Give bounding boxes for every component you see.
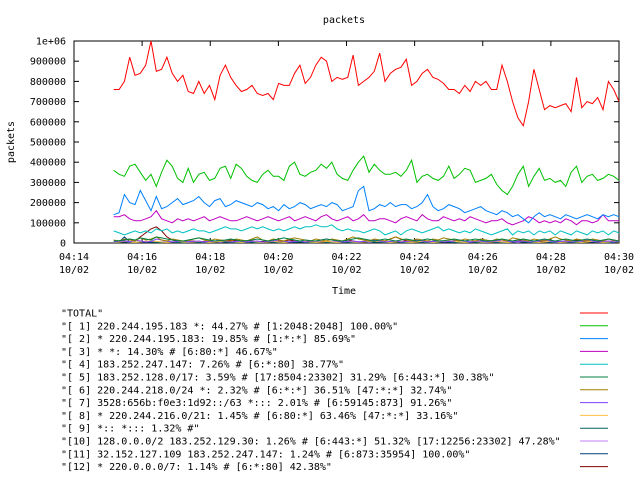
x-tick-label-time: 04:22 — [331, 252, 361, 263]
x-tick-label-time: 04:14 — [59, 252, 89, 263]
x-tick-label-date: 10/02 — [331, 265, 361, 276]
y-tick-label: 900000 — [30, 57, 66, 68]
legend-label-3: "[ 3] * *: 14.30% # [6:80:*] 46.67%" — [61, 347, 278, 358]
legend-label-12: "[12] * 220.0.0.0/7: 1.14% # [6:*:80] 42… — [61, 462, 332, 473]
y-tick-label: 1e+06 — [36, 37, 66, 48]
legend-label-9: "[ 9] *:: *::: 1.32% #" — [61, 424, 199, 435]
x-tick-label-time: 04:24 — [400, 252, 430, 263]
legend-label-11: "[11] 32.152.127.109 183.252.247.147: 1.… — [61, 449, 470, 460]
y-tick-label: 0 — [60, 239, 66, 250]
y-tick-label: 500000 — [30, 138, 66, 149]
series-line-3 — [113, 209, 619, 226]
series-line-0 — [113, 40, 620, 128]
x-tick-label-time: 04:18 — [195, 252, 225, 263]
series-line-4 — [113, 224, 620, 236]
x-tick-label-time: 04:30 — [604, 252, 634, 263]
legend: "TOTAL""[ 1] 220.244.195.183 *: 44.27% #… — [61, 309, 608, 473]
series-line-2 — [113, 185, 620, 224]
series-lines — [113, 40, 620, 244]
x-tick-label-time: 04:16 — [127, 252, 157, 263]
x-tick-label-time: 04:28 — [536, 252, 566, 263]
x-tick-label-date: 10/02 — [263, 265, 293, 276]
x-tick-label-date: 10/02 — [195, 265, 225, 276]
x-tick-label-time: 04:20 — [263, 252, 293, 263]
legend-label-4: "[ 4] 183.252.247.147: 7.26% # [6:*:80] … — [61, 360, 344, 371]
x-axis-label: Time — [332, 286, 356, 297]
legend-label-2: "[ 2] * 220.244.195.183: 19.85% # [1:*:*… — [61, 334, 356, 345]
y-tick-label: 600000 — [30, 117, 66, 128]
x-tick-label-date: 10/02 — [59, 265, 89, 276]
x-tick-label-date: 10/02 — [468, 265, 498, 276]
y-tick-label: 800000 — [30, 77, 66, 88]
x-tick-label-date: 10/02 — [127, 265, 157, 276]
y-axis-label: packets — [6, 121, 17, 163]
y-tick-label: 200000 — [30, 198, 66, 209]
x-tick-label-date: 10/02 — [604, 265, 634, 276]
x-axis-ticks: 04:14 10/02 04:16 10/02 04:18 10/02 04:20 10/02… — [59, 41, 634, 276]
y-tick-label: 300000 — [30, 178, 66, 189]
legend-label-0: "TOTAL" — [61, 309, 103, 320]
series-line-5 — [113, 236, 620, 242]
legend-label-6: "[ 6] 220.244.218.0/24 *: 2.32% # [6:*:*… — [61, 385, 452, 396]
x-tick-label-date: 10/02 — [536, 265, 566, 276]
x-tick-label-date: 10/02 — [400, 265, 430, 276]
y-tick-label: 700000 — [30, 97, 66, 108]
chart-title: packets — [323, 15, 365, 26]
plot-frame — [73, 40, 620, 244]
y-tick-label: 400000 — [30, 158, 66, 169]
legend-label-5: "[ 5] 183.252.128.0/17: 3.59% # [17:8504… — [61, 373, 494, 384]
legend-label-1: "[ 1] 220.244.195.183 *: 44.27% # [1:204… — [61, 321, 398, 332]
legend-label-8: "[ 8] * 220.244.216.0/21: 1.45% # [6:80:… — [61, 411, 458, 422]
y-tick-label: 100000 — [30, 218, 66, 229]
legend-label-7: "[ 7] 3528:656b:f0e3:1d92::/63 *::: 2.01… — [61, 398, 452, 409]
legend-label-10: "[10] 128.0.0.0/2 183.252.129.30: 1.26% … — [61, 437, 561, 448]
x-tick-label-time: 04:26 — [468, 252, 498, 263]
series-line-1 — [113, 155, 620, 196]
y-axis-ticks: 0 100000 200000 300000 400000 500000 600000 700… — [30, 37, 619, 250]
